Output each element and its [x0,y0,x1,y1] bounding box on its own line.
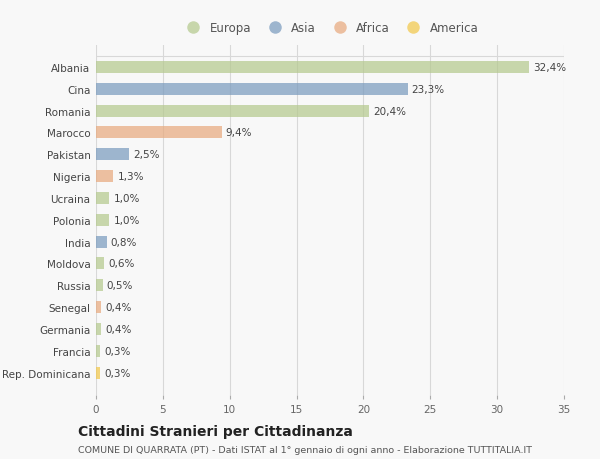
Legend: Europa, Asia, Africa, America: Europa, Asia, Africa, America [176,17,484,39]
Text: Cittadini Stranieri per Cittadinanza: Cittadini Stranieri per Cittadinanza [78,425,353,438]
Text: 23,3%: 23,3% [412,84,445,95]
Bar [96,302,101,313]
Bar [96,258,104,270]
Text: COMUNE DI QUARRATA (PT) - Dati ISTAT al 1° gennaio di ogni anno - Elaborazione T: COMUNE DI QUARRATA (PT) - Dati ISTAT al … [78,445,532,454]
Bar [96,127,221,139]
Bar [96,149,130,161]
Text: 0,4%: 0,4% [106,325,132,334]
Text: 0,4%: 0,4% [106,302,132,313]
Bar [96,323,101,335]
Text: 2,5%: 2,5% [133,150,160,160]
Bar [96,84,407,95]
Bar [96,345,100,357]
Text: 9,4%: 9,4% [226,128,252,138]
Text: 0,3%: 0,3% [104,368,130,378]
Text: 1,0%: 1,0% [113,215,140,225]
Text: 1,0%: 1,0% [113,194,140,203]
Bar [96,214,109,226]
Bar [96,62,529,74]
Text: 0,6%: 0,6% [108,259,134,269]
Text: 0,8%: 0,8% [111,237,137,247]
Bar [96,171,113,183]
Text: 32,4%: 32,4% [533,63,566,73]
Text: 0,3%: 0,3% [104,346,130,356]
Text: 0,5%: 0,5% [107,281,133,291]
Bar [96,106,369,118]
Text: 20,4%: 20,4% [373,106,406,116]
Bar [96,236,107,248]
Bar [96,192,109,205]
Text: 1,3%: 1,3% [118,172,144,182]
Bar [96,280,103,292]
Bar [96,367,100,379]
